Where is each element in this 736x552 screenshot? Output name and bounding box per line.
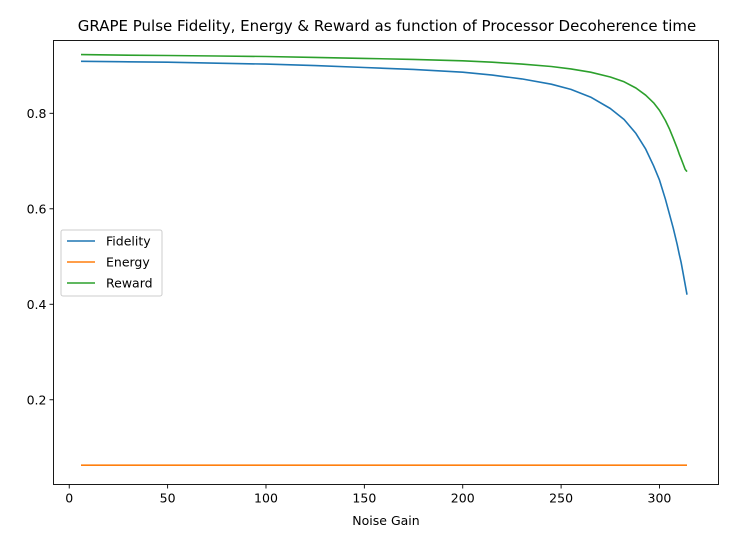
legend-frame	[60, 229, 163, 297]
x-tick-label: 50	[160, 491, 176, 506]
y-tick-label: 0.4	[27, 297, 47, 312]
x-tick-label: 150	[352, 491, 376, 506]
x-tick-label: 250	[549, 491, 573, 506]
legend-label-reward: Reward	[106, 276, 153, 291]
x-axis: 0 50 100 150 200 250 300	[65, 484, 672, 506]
x-tick-label: 0	[65, 491, 73, 506]
x-tick-label: 200	[451, 491, 475, 506]
y-tick-label: 0.2	[27, 392, 47, 407]
series-line-fidelity	[80, 60, 688, 295]
y-tick-label: 0.6	[27, 201, 47, 216]
y-tick-label: 0.8	[27, 106, 47, 121]
legend-label-fidelity: Fidelity	[106, 234, 151, 249]
plot-frame	[53, 40, 719, 485]
series-line-reward	[80, 53, 688, 173]
chart-title: GRAPE Pulse Fidelity, Energy & Reward as…	[78, 17, 696, 35]
legend-label-energy: Energy	[106, 255, 150, 270]
x-axis-label: Noise Gain	[352, 513, 419, 528]
x-tick-label: 300	[648, 491, 672, 506]
legend: Fidelity Energy Reward	[60, 229, 163, 297]
plot-area	[53, 40, 719, 485]
x-tick-label: 100	[254, 491, 278, 506]
y-axis: 0.2 0.4 0.6 0.8	[27, 106, 54, 407]
series-lines	[80, 53, 688, 467]
